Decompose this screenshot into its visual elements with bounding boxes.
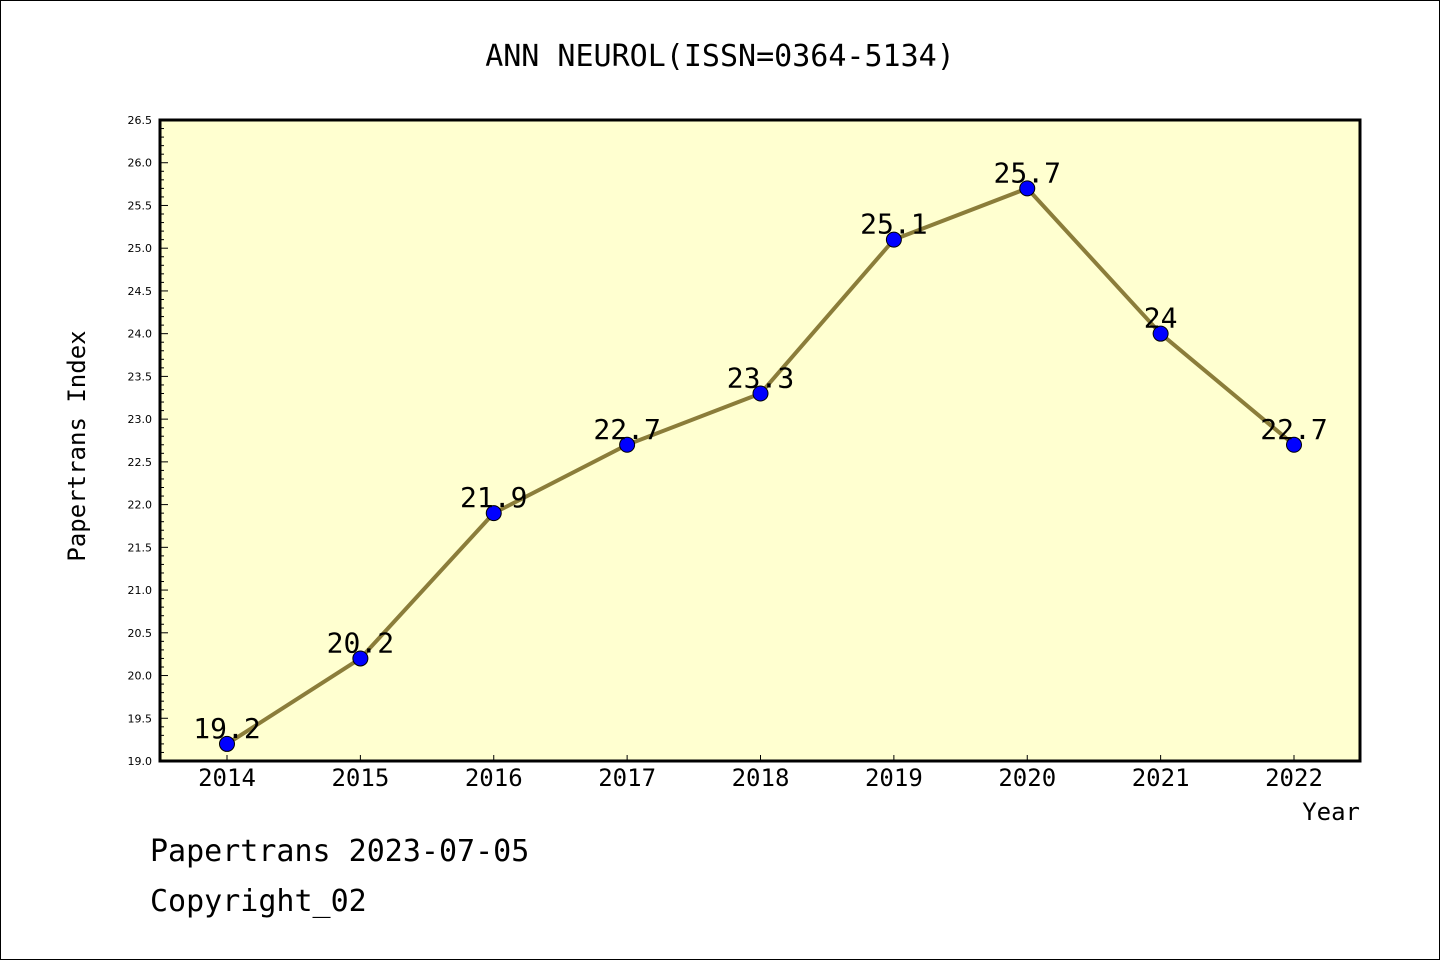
data-point <box>1286 436 1302 453</box>
data-label: 23.3 <box>727 361 794 394</box>
y-tick-label: 26.5 <box>128 114 153 127</box>
y-axis-label: Papertrans Index <box>63 330 91 561</box>
data-point <box>485 505 502 522</box>
data-point <box>619 436 636 453</box>
y-tick-label: 21.0 <box>128 584 153 597</box>
data-point <box>752 385 769 402</box>
x-tick-label: 2022 <box>1265 764 1323 792</box>
y-tick-label: 19.5 <box>128 712 153 725</box>
chart-title: ANN NEUROL(ISSN=0364-5134) <box>485 39 955 74</box>
data-label: 24 <box>1144 302 1178 335</box>
y-tick-label: 23.0 <box>128 413 153 426</box>
data-label: 20.2 <box>327 626 394 659</box>
x-tick-label: 2020 <box>998 764 1056 792</box>
data-label: 25.1 <box>860 208 927 241</box>
y-axis: 19.0 19.5 20.0 20.5 21.0 21.5 22.0 22.5 23.0 23.5… <box>128 114 168 768</box>
data-point <box>219 735 235 752</box>
data-label: 22.7 <box>1260 413 1327 446</box>
footer-copyright: Copyright_02 <box>150 884 367 919</box>
y-tick-label: 25.5 <box>128 199 153 212</box>
x-tick-label: 2018 <box>732 764 790 792</box>
x-tick-label: 2019 <box>865 764 923 792</box>
y-tick-label: 23.5 <box>128 370 153 383</box>
data-point <box>1019 180 1036 197</box>
data-label: 19.2 <box>193 712 260 745</box>
x-tick-label: 2015 <box>331 764 389 792</box>
plot-area <box>158 118 1362 763</box>
y-tick-label: 26.0 <box>128 157 153 170</box>
y-tick-label: 20.5 <box>128 627 153 640</box>
data-point <box>352 650 369 667</box>
y-tick-label: 24.5 <box>128 285 153 298</box>
data-point <box>1152 325 1169 342</box>
y-tick-label: 20.0 <box>128 670 153 683</box>
y-tick-label: 24.0 <box>128 328 153 341</box>
y-tick-label: 22.5 <box>128 456 153 469</box>
x-tick-label: 2014 <box>198 764 256 792</box>
x-tick-label: 2016 <box>465 764 523 792</box>
y-tick-label: 21.5 <box>128 541 153 554</box>
x-tick-label: 2017 <box>598 764 656 792</box>
y-tick-label: 25.0 <box>128 242 153 255</box>
y-tick-label: 19.0 <box>128 755 153 768</box>
series-layer: 19.2 20.2 21.9 22.7 23.3 25.1 25.7 24 22.7 <box>193 156 1328 752</box>
data-label: 25.7 <box>994 156 1061 189</box>
footer-date: Papertrans 2023-07-05 <box>150 834 530 869</box>
x-axis: 2014 2015 2016 2017 2018 2019 2020 2021 2022 <box>198 755 1323 792</box>
data-label: 21.9 <box>460 481 527 514</box>
x-tick-label: 2021 <box>1132 764 1190 792</box>
data-label: 22.7 <box>593 413 660 446</box>
x-axis-label: Year <box>1302 798 1360 826</box>
data-point <box>885 231 902 248</box>
y-tick-label: 22.0 <box>128 499 153 512</box>
